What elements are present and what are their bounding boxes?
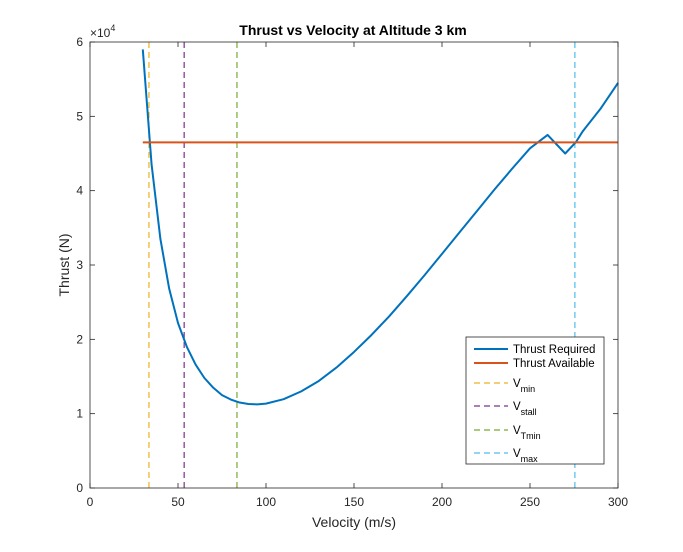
legend-entry-label: Thrust Available	[513, 358, 595, 370]
legend-entry-subscript: Tmin	[521, 431, 541, 441]
legend-entry-main: V	[513, 448, 521, 460]
y-tick-label: 2	[76, 332, 83, 346]
legend-entry-main: V	[513, 378, 521, 390]
x-tick-label: 50	[171, 495, 185, 509]
x-tick-label: 250	[520, 495, 540, 509]
y-tick-label: 3	[76, 258, 83, 272]
x-tick-label: 0	[87, 495, 94, 509]
series-line-thrust-required	[141, 49, 619, 406]
chart-title: Thrust vs Velocity at Altitude 3 km	[239, 22, 466, 38]
legend-entry-main: Thrust Available	[513, 358, 595, 370]
y-tick-label: 6	[76, 35, 83, 49]
legend-entry-subscript: max	[521, 454, 539, 464]
legend-entry-subscript: min	[521, 384, 536, 394]
legend-entry-subscript: stall	[521, 407, 537, 417]
x-tick-label: 100	[256, 495, 276, 509]
y-exponent-power: 4	[110, 23, 115, 33]
plot-area: 0 50 100 150 200 250 300 0 1 2 3 4 5 6	[76, 35, 628, 509]
y-exponent-base: ×10	[90, 26, 111, 40]
x-tick-label: 200	[432, 495, 452, 509]
y-tick-label: 4	[76, 184, 83, 198]
legend-entry-main: V	[513, 425, 521, 437]
legend-entry-label: Vmax	[513, 448, 538, 464]
y-tick-label: 0	[76, 481, 83, 495]
legend-entry-main: Thrust Required	[513, 344, 595, 356]
legend-entry-label: Vstall	[513, 401, 537, 417]
y-axis-exponent: ×104	[90, 23, 115, 40]
legend-entry-main: V	[513, 401, 521, 413]
legend-entry-label: VTmin	[513, 425, 541, 441]
x-axis-label: Velocity (m/s)	[312, 514, 396, 530]
legend-box	[465, 336, 605, 465]
y-axis-label: Thrust (N)	[56, 234, 72, 297]
legend-entry-label: Vmin	[513, 378, 535, 394]
y-tick-label: 1	[76, 407, 83, 421]
x-tick-label: 300	[608, 495, 628, 509]
x-tick-label: 150	[344, 495, 364, 509]
y-tick-label: 5	[76, 109, 83, 123]
legend-entry-label: Thrust Required	[513, 344, 595, 356]
